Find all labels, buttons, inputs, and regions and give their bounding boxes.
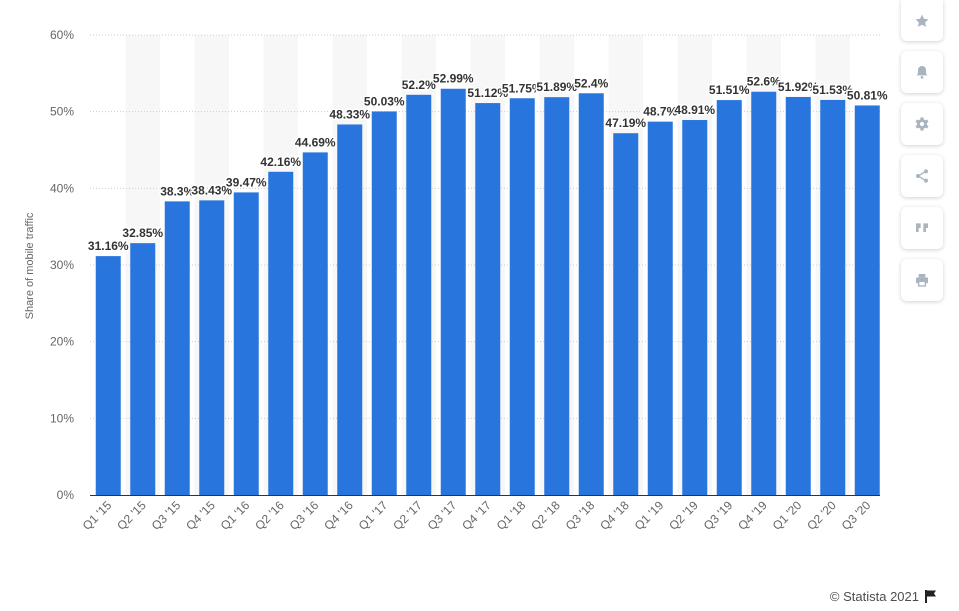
x-tick-label: Q2 '20	[804, 498, 839, 533]
bar	[95, 256, 121, 495]
x-tick-label: Q1 '19	[632, 498, 667, 533]
data-label: 51.89%	[536, 80, 577, 94]
bar	[613, 133, 639, 495]
print-button[interactable]	[901, 259, 943, 301]
bar	[544, 97, 570, 495]
bar	[302, 152, 328, 496]
data-label: 52.6%	[747, 75, 781, 89]
y-tick-label: 10%	[50, 411, 74, 425]
x-tick-label: Q3 '19	[701, 498, 736, 533]
gear-icon	[915, 117, 929, 131]
x-tick-label: Q1 '17	[356, 498, 391, 533]
statista-credit-link[interactable]: © Statista 2021	[829, 589, 919, 604]
data-label: 48.91%	[674, 103, 715, 117]
x-tick-label: Q1 '16	[218, 498, 253, 533]
x-tick-label: Q2 '17	[390, 498, 425, 533]
x-tick-label: Q3 '15	[149, 498, 184, 533]
x-tick-label: Q1 '18	[494, 498, 529, 533]
x-tick-label: Q3 '20	[839, 498, 874, 533]
x-tick-label: Q4 '19	[735, 498, 770, 533]
y-tick-label: 50%	[50, 105, 74, 119]
x-tick-label: Q1 '15	[80, 498, 115, 533]
share-button[interactable]	[901, 155, 943, 197]
bar	[785, 96, 811, 496]
data-label: 50.81%	[847, 88, 888, 102]
data-label: 48.7%	[643, 105, 677, 119]
toolbar	[901, 0, 943, 301]
settings-button[interactable]	[901, 103, 943, 145]
bar	[509, 98, 535, 495]
data-label: 51.53%	[812, 83, 853, 97]
cite-button[interactable]	[901, 207, 943, 249]
print-icon	[916, 274, 928, 287]
x-tick-label: Q4 '16	[321, 498, 356, 533]
y-tick-label: 0%	[57, 488, 75, 502]
y-tick-label: 40%	[50, 181, 74, 195]
bar	[406, 94, 432, 496]
bar	[440, 88, 466, 495]
bar	[854, 105, 880, 495]
data-label: 42.16%	[260, 155, 301, 169]
bar	[199, 200, 225, 495]
star-icon	[915, 14, 929, 27]
notification-button[interactable]	[901, 51, 943, 93]
bar	[233, 192, 259, 495]
data-label: 44.69%	[295, 135, 336, 149]
x-tick-label: Q4 '15	[183, 498, 218, 533]
data-label: 51.51%	[709, 83, 750, 97]
x-tick-label: Q4 '17	[459, 498, 494, 533]
share-icon	[916, 169, 928, 183]
y-tick-labels: 0% 10% 20% 30% 40% 50% 60%	[50, 28, 74, 502]
data-label: 51.75%	[502, 81, 543, 95]
data-label: 52.4%	[574, 76, 608, 90]
bar	[578, 93, 604, 496]
data-label: 48.33%	[329, 107, 370, 121]
bar-chart: 0%10%20%30%40%50%60% Q1 '15 Q2 '15 Q3 '15 Q…	[24, 28, 889, 533]
gridlines	[90, 34, 880, 496]
x-tick-label: Q2 '15	[114, 498, 149, 533]
y-tick-label: 30%	[50, 258, 74, 272]
favorite-button[interactable]	[901, 0, 943, 41]
credit: © Statista 2021	[830, 589, 937, 604]
y-axis-title: Share of mobile traffic	[24, 212, 36, 319]
x-tick-label: Q2 '16	[252, 498, 287, 533]
bar	[820, 99, 846, 495]
x-tick-label: Q3 '17	[425, 498, 460, 533]
data-label: 50.03%	[364, 94, 405, 108]
bar	[647, 121, 673, 495]
data-label: 32.85%	[122, 226, 163, 240]
x-tick-label: Q4 '18	[597, 498, 632, 533]
bell-icon	[916, 66, 928, 79]
data-label: 52.99%	[433, 72, 474, 86]
flag-icon[interactable]	[925, 590, 937, 603]
bar	[130, 243, 156, 495]
x-tick-label: Q3 '18	[563, 498, 598, 533]
bar	[475, 103, 501, 495]
data-label: 52.2%	[402, 78, 436, 92]
y-tick-label: 60%	[50, 28, 74, 42]
data-label: 51.12%	[467, 86, 508, 100]
bar	[164, 201, 190, 495]
data-label: 38.3%	[160, 184, 194, 198]
bar	[268, 171, 294, 496]
bar	[371, 111, 397, 495]
bar	[751, 91, 777, 495]
bar	[337, 124, 363, 495]
x-tick-labels: Q1 '15 Q2 '15 Q3 '15 Q4 '15 Q1 '16 Q2 '16 Q3 '…	[80, 498, 874, 533]
data-label: 47.19%	[605, 116, 646, 130]
x-tick-label: Q1 '20	[770, 498, 805, 533]
data-label: 51.92%	[778, 80, 819, 94]
data-label: 31.16%	[88, 239, 129, 253]
quote-icon	[916, 223, 928, 232]
data-label: 39.47%	[226, 175, 267, 189]
bar	[682, 120, 708, 496]
bars	[95, 88, 880, 496]
bar	[716, 100, 742, 495]
data-label: 38.43%	[191, 183, 232, 197]
x-tick-label: Q2 '18	[528, 498, 563, 533]
x-tick-label: Q3 '16	[287, 498, 322, 533]
data-labels: 31.16%32.85% 38.3%38.43%39.47% 42.16% 44.69…	[86, 70, 889, 254]
x-tick-label: Q2 '19	[666, 498, 701, 533]
y-tick-label: 20%	[50, 335, 74, 349]
